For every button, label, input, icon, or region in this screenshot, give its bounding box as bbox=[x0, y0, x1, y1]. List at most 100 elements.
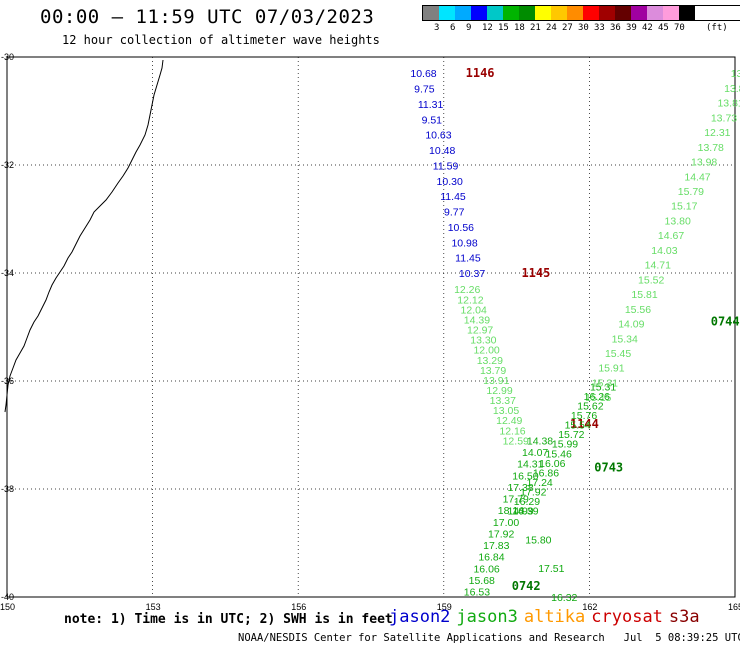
lon-label: 165 bbox=[728, 602, 740, 612]
lon-label: 162 bbox=[582, 602, 597, 612]
wave-height-value: 15.80 bbox=[525, 534, 551, 546]
legend-swatch bbox=[439, 6, 455, 20]
legend-swatch bbox=[535, 6, 551, 20]
wave-height-value: 17.24 bbox=[526, 477, 552, 489]
lon-label: 159 bbox=[437, 602, 452, 612]
wave-height-value: 11.31 bbox=[418, 99, 444, 111]
wave-height-value: 14.07 bbox=[522, 447, 548, 459]
satellite-cryosat: cryosat bbox=[591, 607, 663, 627]
wave-height-value: 15.99 bbox=[552, 439, 578, 451]
lat-label: -38 bbox=[1, 484, 14, 494]
legend-unit: (ft) bbox=[706, 23, 728, 33]
satellite-legend: jason2 jason3 altika cryosat s3a bbox=[389, 607, 706, 627]
wave-height-value: 15.56 bbox=[625, 304, 651, 316]
wave-height-value: 15.68 bbox=[469, 575, 495, 587]
wave-height-value: 12.31 bbox=[704, 127, 730, 139]
wave-height-value: 13.80 bbox=[665, 215, 691, 227]
legend-label: 30 bbox=[578, 23, 589, 33]
wave-height-value: 13.29 bbox=[477, 355, 503, 367]
wave-height-value: 14.67 bbox=[658, 230, 684, 242]
wave-height-value: 12.16 bbox=[499, 425, 525, 437]
wave-height-value: 10.48 bbox=[429, 145, 455, 157]
legend-label: 18 bbox=[514, 23, 525, 33]
wave-height-value: 15.45 bbox=[605, 348, 631, 360]
wave-height-value: 12.04 bbox=[461, 304, 487, 316]
wave-height-value: 15.54 bbox=[565, 420, 591, 432]
pass-time-label: 0742 bbox=[512, 579, 541, 593]
wave-height-value: 13.81 bbox=[717, 98, 740, 110]
wave-height-value: 14.71 bbox=[645, 260, 671, 272]
wave-height-value: 14.38 bbox=[527, 435, 553, 447]
legend-swatch bbox=[583, 6, 599, 20]
wave-height-value: 11.59 bbox=[433, 160, 459, 172]
wave-height-value: 12.26 bbox=[454, 284, 480, 296]
wave-height-value: 16.06 bbox=[473, 563, 499, 575]
wave-height-value: 9.75 bbox=[414, 84, 435, 96]
wave-height-value: 17.92 bbox=[520, 486, 546, 498]
map-frame bbox=[6, 56, 736, 598]
wave-height-value: 12.59 bbox=[503, 435, 529, 447]
legend-label: 36 bbox=[610, 23, 621, 33]
lon-label: 153 bbox=[146, 602, 161, 612]
wave-height-value: 12.49 bbox=[496, 415, 522, 427]
wave-height-value: 15.79 bbox=[678, 186, 704, 198]
wave-height-value: 11.45 bbox=[440, 191, 466, 203]
wave-height-value: 15.31 bbox=[590, 381, 616, 393]
wave-height-value: 14.03 bbox=[651, 245, 677, 257]
legend-swatch bbox=[615, 6, 631, 20]
generated-time: Jul 5 08:39:25 UTC 2023 bbox=[623, 632, 740, 644]
wave-height-value: 12.12 bbox=[457, 294, 483, 306]
wave-height-value: 10.37 bbox=[459, 268, 485, 280]
lon-label: 150 bbox=[0, 602, 15, 612]
map-subtitle: 12 hour collection of altimeter wave hei… bbox=[62, 33, 380, 47]
wave-height-value: 15.81 bbox=[631, 289, 657, 301]
wave-height-value: 15.72 bbox=[558, 429, 584, 441]
lat-label: -30 bbox=[1, 52, 14, 62]
wave-height-value: 13.91 bbox=[483, 375, 509, 387]
wave-height-value: 18.14 bbox=[498, 505, 524, 517]
wave-height-value: 17.83 bbox=[483, 540, 509, 552]
legend-swatch bbox=[631, 6, 647, 20]
wave-height-value: 10.68 bbox=[410, 68, 436, 80]
wave-height-value: 17.51 bbox=[538, 563, 564, 575]
legend-label: 70 bbox=[674, 23, 685, 33]
wave-height-legend: 3 6 9 12 15 18 21 24 27 30 33 36 39 42 45 70 (ft) bbox=[422, 5, 740, 35]
wave-height-value: 15.62 bbox=[577, 401, 603, 413]
legend-swatch bbox=[647, 6, 663, 20]
wave-height-value: 17.00 bbox=[493, 517, 519, 529]
wave-height-value: 13.73 bbox=[711, 112, 737, 124]
legend-label: 15 bbox=[498, 23, 509, 33]
wave-height-value: 13.78 bbox=[698, 142, 724, 154]
pass-time-label: 1146 bbox=[466, 66, 495, 80]
wave-height-value: 16.06 bbox=[539, 458, 565, 470]
wave-height-value: 10.63 bbox=[425, 130, 451, 142]
satellite-jason3: jason3 bbox=[456, 607, 518, 627]
wave-height-value: 9.51 bbox=[422, 114, 443, 126]
wave-height-value: 17.92 bbox=[488, 528, 514, 540]
wave-height-value: 15.15 bbox=[585, 392, 611, 404]
legend-label: 21 bbox=[530, 23, 541, 33]
wave-height-value: 14.31 bbox=[517, 459, 543, 471]
legend-label: 27 bbox=[562, 23, 573, 33]
credit-text: NOAA/NESDIS Center for Satellite Applica… bbox=[238, 632, 605, 644]
wave-height-value: 13.05 bbox=[493, 405, 519, 417]
legend-label: 39 bbox=[626, 23, 637, 33]
wave-height-value: 13.30 bbox=[470, 335, 496, 347]
wave-height-value: 9.77 bbox=[444, 207, 465, 219]
legend-swatch bbox=[455, 6, 471, 20]
wave-height-value: 14.47 bbox=[684, 171, 710, 183]
legend-swatch bbox=[423, 6, 439, 20]
legend-swatch bbox=[599, 6, 615, 20]
pass-time-label: 1144 bbox=[570, 417, 599, 431]
wave-height-value: 16.50 bbox=[512, 470, 538, 482]
legend-swatch bbox=[663, 6, 679, 20]
wave-height-value: 15.17 bbox=[671, 201, 697, 213]
wave-height-value: 15.52 bbox=[638, 274, 664, 286]
pass-time-label: 0743 bbox=[594, 460, 623, 474]
legend-label: 3 bbox=[434, 23, 440, 33]
lat-label: -40 bbox=[1, 592, 14, 602]
legend-swatch bbox=[519, 6, 535, 20]
wave-height-value: 16.84 bbox=[478, 552, 504, 564]
wave-height-value: 17.38 bbox=[507, 482, 533, 494]
